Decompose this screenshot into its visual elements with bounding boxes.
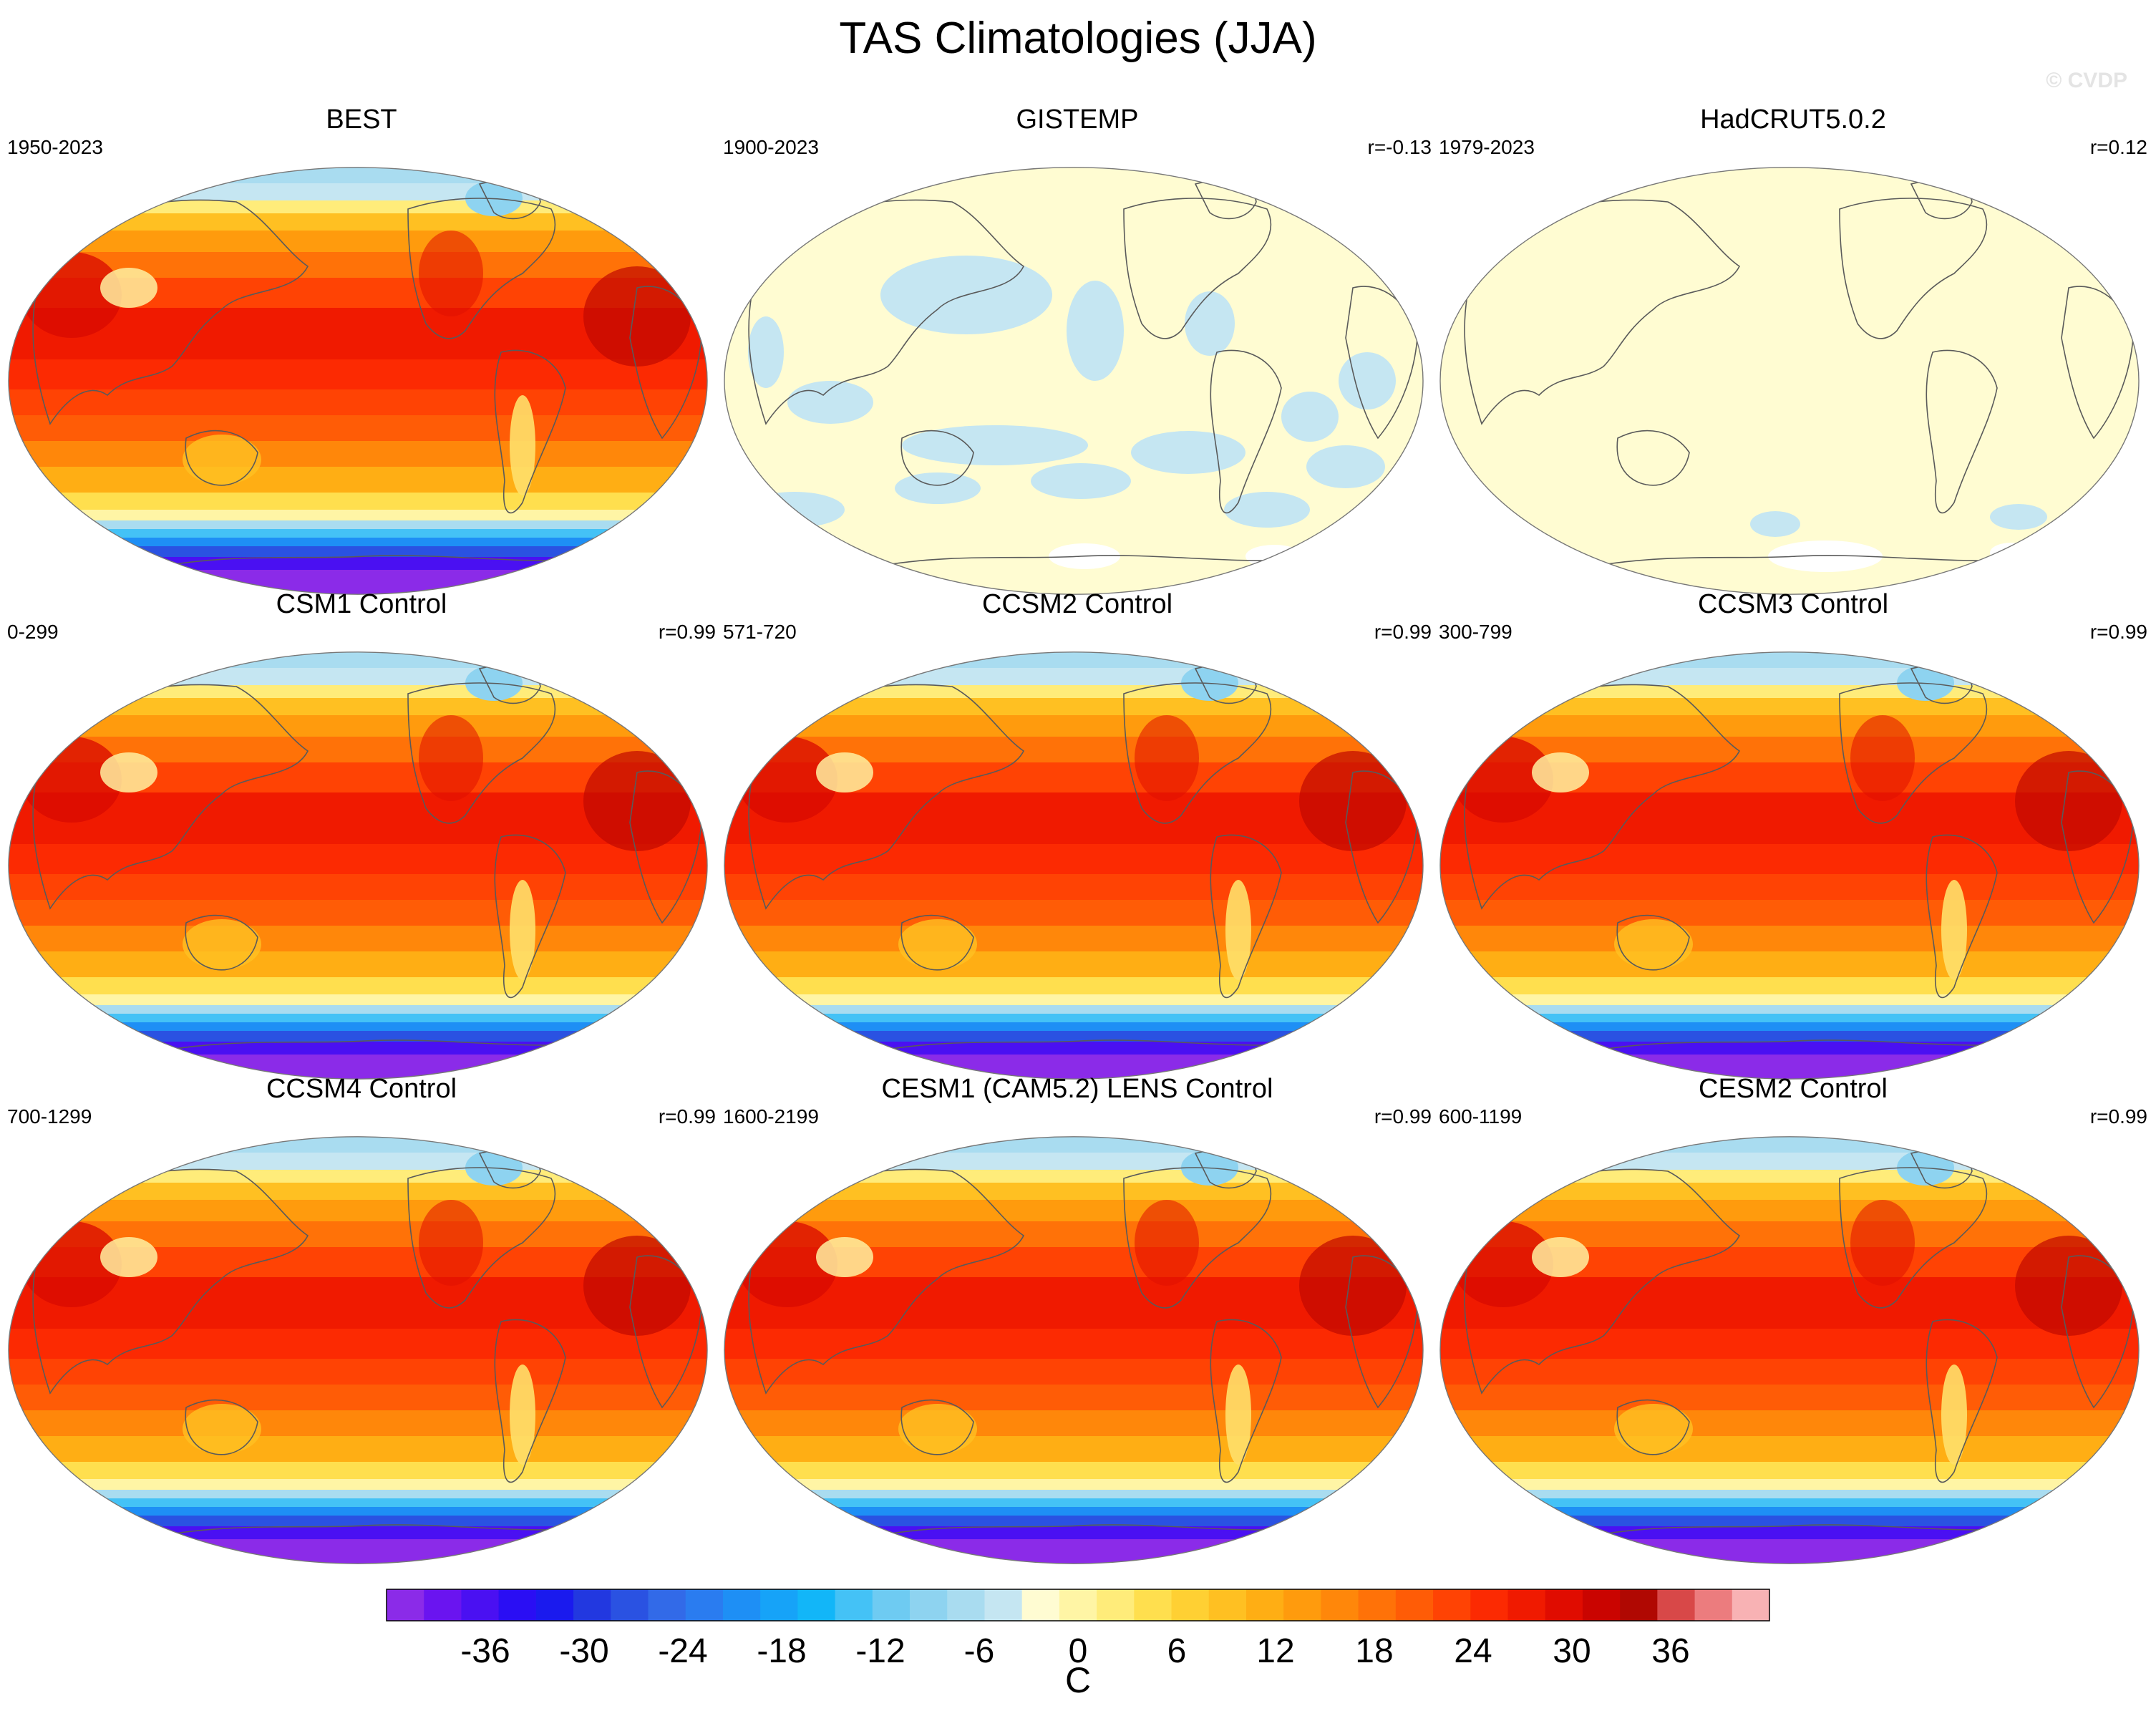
colorbar-swatch	[535, 1589, 574, 1621]
colorbar-swatch	[611, 1589, 649, 1621]
map-panel: CCSM2 Control 571-720 r=0.99	[723, 589, 1432, 1080]
colorbar-frame	[386, 1589, 1770, 1622]
panel-period: 300-799	[1439, 621, 1512, 643]
map-projection	[8, 167, 708, 595]
panel-correlation: r=-0.13	[1367, 136, 1432, 158]
colorbar-swatch	[1283, 1589, 1321, 1621]
panel-period: 1979-2023	[1439, 136, 1535, 158]
colorbar-swatch	[1507, 1589, 1546, 1621]
colorbar-swatch	[648, 1589, 686, 1621]
colorbar-swatch	[1171, 1589, 1210, 1621]
panel-title: CESM1 (CAM5.2) LENS Control	[881, 1074, 1273, 1104]
panel-correlation: r=0.99	[2089, 1105, 2147, 1128]
map-projection	[724, 651, 1424, 1080]
watermark: © CVDP	[2046, 69, 2127, 92]
colorbar-swatch	[835, 1589, 873, 1621]
panel-correlation: r=0.12	[2089, 136, 2147, 158]
panel-correlation: r=0.99	[2089, 621, 2147, 643]
panel-title: CESM2 Control	[1699, 1074, 1888, 1104]
colorbar-swatch	[1433, 1589, 1471, 1621]
colorbar-swatch	[984, 1589, 1023, 1621]
panel-period: 571-720	[723, 621, 797, 643]
panel-correlation: r=0.99	[658, 1105, 716, 1128]
colorbar-swatch	[1694, 1589, 1733, 1621]
colorbar-swatch	[1545, 1589, 1583, 1621]
colorbar-swatch	[910, 1589, 948, 1621]
map-panel: CESM2 Control 600-1199 r=0.99	[1439, 1074, 2147, 1564]
colorbar-swatch	[1097, 1589, 1135, 1621]
colorbar-swatch	[1732, 1589, 1770, 1621]
map-projection	[8, 651, 708, 1080]
panel-period: 700-1299	[7, 1105, 92, 1128]
panel-period: 1600-2199	[723, 1105, 819, 1128]
colorbar-swatch	[1358, 1589, 1397, 1621]
map-projection	[1439, 1136, 2140, 1564]
panel-correlation: r=0.99	[1374, 621, 1432, 643]
colorbar-swatch	[760, 1589, 798, 1621]
map-panel: HadCRUT5.0.2 1979-2023 r=0.12	[1439, 105, 2147, 595]
colorbar-swatch	[1321, 1589, 1359, 1621]
map-projection	[8, 1136, 708, 1564]
panel-period: 0-299	[7, 621, 59, 643]
colorbar-swatch	[573, 1589, 611, 1621]
colorbar-swatch	[424, 1589, 462, 1621]
colorbar-swatch	[1134, 1589, 1172, 1621]
colorbar-swatch	[1021, 1589, 1060, 1621]
panel-title: GISTEMP	[1016, 105, 1139, 135]
panel-period: 600-1199	[1439, 1105, 1523, 1128]
colorbar-swatch	[1620, 1589, 1658, 1621]
colorbar-swatch	[797, 1589, 836, 1621]
colorbar-swatch	[1470, 1589, 1508, 1621]
panel-title: HadCRUT5.0.2	[1700, 105, 1886, 135]
colorbar-swatch	[685, 1589, 724, 1621]
colorbar-unit: C	[1064, 1660, 1092, 1700]
colorbar-swatch	[1657, 1589, 1696, 1621]
map-panel: CCSM4 Control 700-1299 r=0.99	[7, 1074, 716, 1564]
colorbar-swatch	[1582, 1589, 1621, 1621]
colorbar-swatch	[1395, 1589, 1434, 1621]
panel-correlation: r=0.99	[658, 621, 716, 643]
map-panel: CSM1 Control 0-299 r=0.99	[7, 589, 716, 1080]
colorbar-swatch	[947, 1589, 985, 1621]
colorbar-swatch	[1059, 1589, 1097, 1621]
colorbar-swatch	[498, 1589, 537, 1621]
colorbar-swatch	[1208, 1589, 1247, 1621]
panel-title: BEST	[326, 105, 397, 135]
map-panel: CESM1 (CAM5.2) LENS Control 1600-2199 r=0.…	[723, 1074, 1432, 1564]
panel-period: 1900-2023	[723, 136, 819, 158]
panel-title: CCSM2 Control	[981, 589, 1173, 619]
colorbar-swatch	[1245, 1589, 1284, 1621]
colorbar-swatch	[722, 1589, 761, 1621]
map-projection	[1439, 651, 2140, 1080]
panel-title: CSM1 Control	[276, 589, 447, 619]
figure-title: TAS Climatologies (JJA)	[839, 14, 1317, 63]
map-panel: BEST 1950-2023	[7, 105, 716, 595]
map-panel: GISTEMP 1900-2023 r=-0.13	[723, 105, 1432, 595]
panel-title: CCSM3 Control	[1697, 589, 1889, 619]
map-projection	[724, 167, 1424, 595]
colorbar-swatch	[872, 1589, 911, 1621]
colorbar-swatch	[461, 1589, 500, 1621]
map-projection	[1439, 167, 2140, 595]
map-projection	[724, 1136, 1424, 1564]
panel-period: 1950-2023	[7, 136, 103, 158]
panel-title: CCSM4 Control	[266, 1074, 457, 1104]
panel-correlation: r=0.99	[1374, 1105, 1432, 1128]
map-panel: CCSM3 Control 300-799 r=0.99	[1439, 589, 2147, 1080]
colorbar-swatch	[387, 1589, 424, 1621]
